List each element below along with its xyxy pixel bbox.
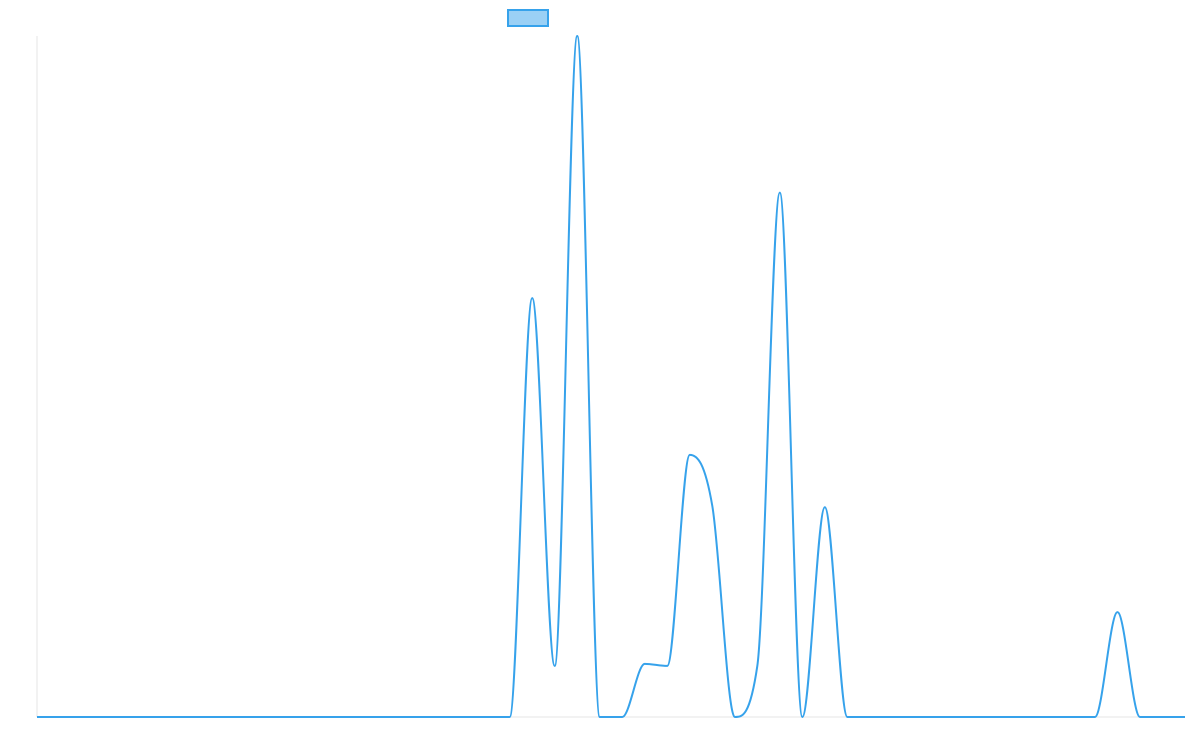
data-point[interactable] <box>438 713 446 721</box>
legend-swatch[interactable] <box>507 9 549 27</box>
data-point[interactable] <box>888 713 896 721</box>
data-point[interactable] <box>461 713 469 721</box>
data-point[interactable] <box>731 713 739 721</box>
data-point[interactable] <box>1158 713 1166 721</box>
legend[interactable] <box>507 9 549 27</box>
data-point[interactable] <box>1113 608 1121 616</box>
data-point[interactable] <box>1001 713 1009 721</box>
data-point[interactable] <box>191 713 199 721</box>
data-point[interactable] <box>821 503 829 511</box>
data-point[interactable] <box>1181 713 1189 721</box>
data-point[interactable] <box>798 713 806 721</box>
data-point[interactable] <box>866 713 874 721</box>
data-point[interactable] <box>483 713 491 721</box>
data-point[interactable] <box>753 662 761 670</box>
data-point[interactable] <box>663 662 671 670</box>
data-point[interactable] <box>573 32 581 40</box>
axes <box>36 36 1185 718</box>
data-point[interactable] <box>641 660 649 668</box>
series-group <box>36 35 1185 719</box>
data-point[interactable] <box>911 713 919 721</box>
data-point[interactable] <box>281 713 289 721</box>
data-point[interactable] <box>371 713 379 721</box>
data-point[interactable] <box>213 713 221 721</box>
data-point[interactable] <box>1023 713 1031 721</box>
data-point[interactable] <box>146 713 154 721</box>
data-point[interactable] <box>551 662 559 670</box>
data-point[interactable] <box>933 713 941 721</box>
data-point[interactable] <box>596 713 604 721</box>
data-point[interactable] <box>1091 713 1099 721</box>
data-point[interactable] <box>33 713 41 721</box>
data-point[interactable] <box>708 502 716 510</box>
data-point[interactable] <box>978 713 986 721</box>
data-points <box>33 32 1189 721</box>
data-point[interactable] <box>303 713 311 721</box>
data-point[interactable] <box>1046 713 1054 721</box>
data-point[interactable] <box>258 713 266 721</box>
series-line <box>36 35 1185 719</box>
data-point[interactable] <box>506 713 514 721</box>
data-point[interactable] <box>956 713 964 721</box>
data-point[interactable] <box>326 713 334 721</box>
data-point[interactable] <box>56 713 64 721</box>
data-point[interactable] <box>348 713 356 721</box>
data-point[interactable] <box>1068 713 1076 721</box>
data-point[interactable] <box>236 713 244 721</box>
data-point[interactable] <box>843 713 851 721</box>
data-point[interactable] <box>123 713 131 721</box>
data-point[interactable] <box>168 713 176 721</box>
data-point[interactable] <box>393 713 401 721</box>
data-point[interactable] <box>776 189 784 197</box>
data-point[interactable] <box>686 451 694 459</box>
data-point[interactable] <box>101 713 109 721</box>
data-point[interactable] <box>416 713 424 721</box>
data-point[interactable] <box>618 713 626 721</box>
data-point[interactable] <box>528 294 536 302</box>
data-point[interactable] <box>1136 713 1144 721</box>
data-point[interactable] <box>78 713 86 721</box>
